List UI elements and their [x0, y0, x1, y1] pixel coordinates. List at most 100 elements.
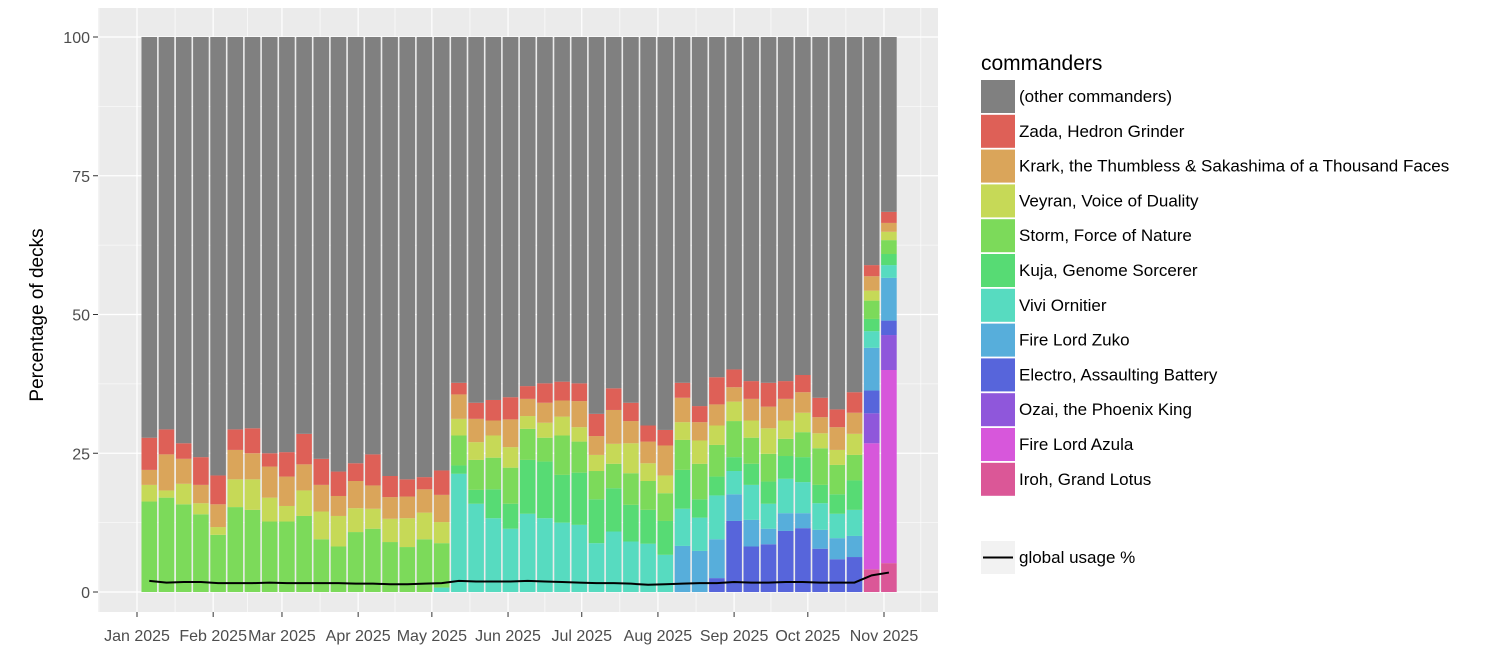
- bar-segment: [623, 421, 639, 444]
- bar-segment: [846, 433, 863, 455]
- legend-label: Zada, Hedron Grinder: [1019, 122, 1185, 141]
- x-tick-label: Jul 2025: [552, 628, 613, 645]
- bar-segment: [365, 528, 381, 592]
- y-axis-label: Percentage of decks: [27, 228, 48, 401]
- bar-segment: [193, 457, 209, 485]
- bar-segment: [502, 419, 519, 448]
- bar-segment: [640, 463, 656, 481]
- bar-segment-other: [760, 37, 777, 383]
- bar-segment: [863, 290, 880, 301]
- bar-segment: [244, 479, 261, 510]
- bar-segment: [175, 504, 192, 592]
- bar-segment: [640, 441, 656, 464]
- legend-label: Kuja, Genome Sorcerer: [1019, 261, 1198, 280]
- bar-segment: [795, 374, 811, 393]
- bar-segment-other: [175, 37, 192, 444]
- bar-segment: [382, 542, 398, 592]
- bar-segment: [812, 503, 828, 530]
- bar-segment: [846, 535, 863, 558]
- bar-segment: [399, 479, 416, 497]
- bar-segment: [313, 539, 330, 592]
- bar-segment: [175, 458, 192, 484]
- bar-segment: [416, 512, 433, 540]
- bar-segment: [537, 461, 553, 519]
- legend-title: commanders: [981, 52, 1102, 75]
- bar-segment: [863, 331, 880, 348]
- bar-segment-other: [468, 37, 484, 403]
- bar-segment: [382, 497, 398, 519]
- bar-segment: [588, 454, 605, 472]
- bar-segment: [365, 508, 381, 529]
- legend-label: Electro, Assaulting Battery: [1019, 365, 1218, 384]
- bar-segment-other: [141, 37, 158, 438]
- bar-segment: [863, 569, 880, 592]
- bar-segment: [674, 397, 691, 423]
- bar-segment-other: [657, 37, 674, 430]
- bar-segment: [812, 417, 828, 434]
- legend-key: [981, 462, 1015, 496]
- bar-segment: [863, 413, 880, 444]
- bar-segment: [347, 463, 364, 481]
- bar-segment: [743, 437, 760, 464]
- bar-segment: [863, 300, 880, 319]
- legend-label: Veyran, Voice of Duality: [1019, 191, 1199, 210]
- bar-segment: [812, 397, 828, 418]
- bar-segment: [468, 503, 484, 592]
- legend-key: [981, 219, 1015, 253]
- bar-segment-other: [485, 37, 502, 400]
- bar-segment: [502, 467, 519, 504]
- bar-segment: [261, 466, 278, 498]
- bar-segment: [863, 265, 880, 277]
- bar-segment: [365, 454, 381, 486]
- bar-segment: [416, 539, 433, 592]
- bar-segment: [313, 511, 330, 540]
- bar-segment: [812, 548, 828, 592]
- x-tick-label: Aug 2025: [624, 628, 693, 645]
- bar-segment-other: [365, 37, 381, 455]
- bar-segment: [399, 547, 416, 592]
- bar-segment: [416, 489, 433, 513]
- legend-key: [981, 149, 1015, 183]
- bar-segment: [863, 276, 880, 291]
- legend-key: [981, 358, 1015, 392]
- bar-segment: [691, 463, 708, 500]
- bar-segment: [158, 497, 175, 592]
- x-tick-label: Feb 2025: [179, 628, 247, 645]
- bar-segment: [227, 479, 244, 508]
- bar-segment: [605, 409, 622, 444]
- bar-segment: [261, 453, 278, 467]
- bar-segment: [760, 428, 777, 454]
- bar-segment: [726, 387, 742, 402]
- bar-segment: [640, 481, 656, 510]
- bar-segment: [451, 435, 467, 466]
- bar-segment: [846, 557, 863, 592]
- x-tick-label: Jun 2025: [475, 628, 541, 645]
- bar-segment: [485, 457, 502, 490]
- legend-label: (other commanders): [1019, 87, 1172, 106]
- y-tick-label: 50: [72, 308, 90, 325]
- bar-segment: [881, 231, 897, 241]
- bar-segment: [623, 443, 639, 474]
- bar-segment: [537, 518, 553, 592]
- bar-segment: [175, 443, 192, 459]
- bar-segment: [537, 383, 553, 403]
- x-tick-label: Apr 2025: [326, 628, 391, 645]
- bar-segment: [554, 381, 570, 401]
- bar-segment: [313, 458, 330, 485]
- bar-segment: [777, 530, 794, 592]
- bar-segment: [210, 534, 226, 592]
- bar-segment: [709, 539, 725, 579]
- bar-segment: [743, 484, 760, 520]
- bar-segment: [554, 416, 570, 436]
- y-axis: 0 25 50 75 100: [63, 30, 98, 602]
- legend-key: [981, 323, 1015, 357]
- bar-segment: [709, 425, 725, 445]
- bar-segment: [777, 398, 794, 421]
- bar-segment: [777, 381, 794, 399]
- bar-segment-other: [829, 37, 846, 410]
- bar-segment: [433, 543, 450, 588]
- bar-segment: [158, 454, 175, 491]
- legend: commanders (other commanders) Zada, Hedro…: [981, 52, 1449, 574]
- bar-segment: [743, 546, 760, 592]
